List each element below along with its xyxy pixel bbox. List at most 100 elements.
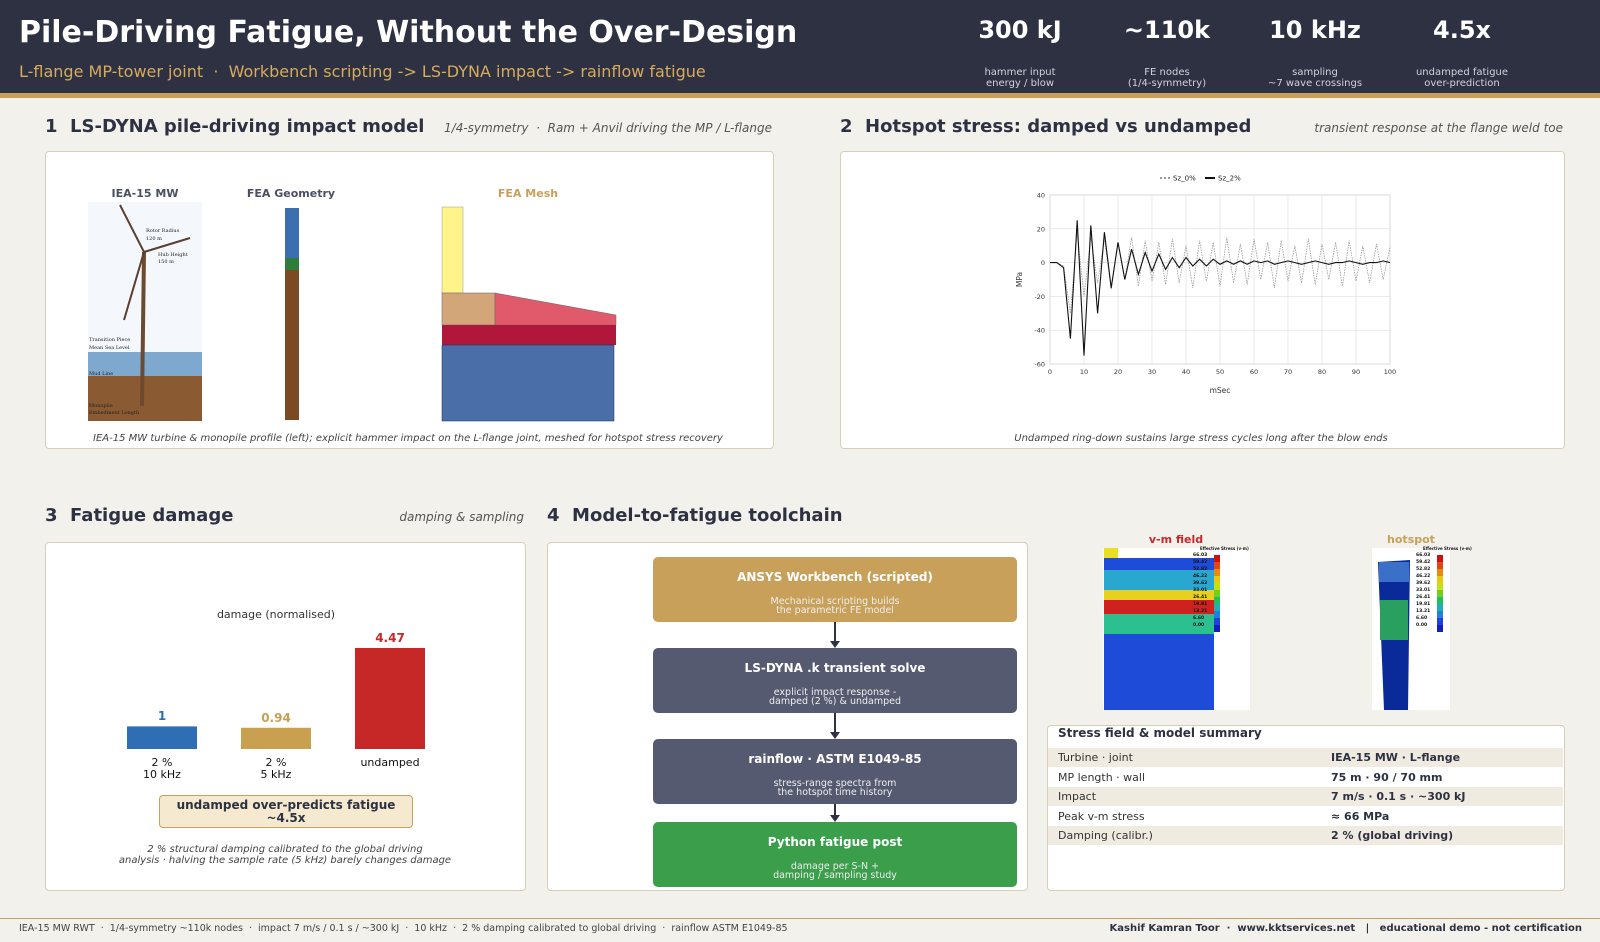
panel-title: 2 Hotspot stress: damped vs undamped — [840, 116, 1252, 137]
x-tick-label: 100 — [1384, 368, 1396, 376]
legend-value: 19.81 — [1416, 602, 1431, 607]
legend-value: 33.01 — [1193, 588, 1208, 593]
panel-title: 3 Fatigue damage — [45, 505, 234, 526]
value-label: 1 — [157, 709, 167, 724]
legend-color — [1437, 583, 1443, 590]
x-tick-label: 0 — [1048, 368, 1052, 376]
step-text: Mechanical scripting builds the parametr… — [770, 596, 900, 617]
step-title: Python fatigue post — [767, 835, 903, 849]
caption: IEA-15 MW turbine & monopile profile (le… — [93, 433, 723, 444]
table-value: 75 m · 90 / 70 mm — [1331, 770, 1443, 784]
kpi-value: 4.5x — [1433, 16, 1491, 44]
legend-value: 19.81 — [1193, 602, 1208, 607]
x-tick-label: 50 — [1216, 368, 1224, 376]
y-tick-label: -40 — [1034, 327, 1045, 335]
panel-subtitle: 1/4-symmetry · Ram + Anvil driving the M… — [444, 121, 772, 135]
panel-title: 4 Model-to-fatigue toolchain — [547, 505, 843, 526]
kpi-value: 10 kHz — [1269, 16, 1361, 44]
flow-step — [653, 648, 1017, 713]
legend-value: 39.62 — [1193, 581, 1208, 586]
table-row-band — [1048, 826, 1563, 845]
kpi-label: undamped fatigue over-prediction — [1415, 67, 1509, 89]
step-title: ANSYS Workbench (scripted) — [737, 570, 933, 584]
legend-label: Sz_2% — [1218, 175, 1241, 183]
table-label: MP length · wall — [1058, 770, 1146, 784]
step-text: stress-range spectra from the hotspot ti… — [773, 778, 897, 799]
legend-value: 6.60 — [1416, 616, 1428, 621]
y-tick-label: -60 — [1034, 361, 1045, 369]
legend-color — [1437, 611, 1443, 618]
legend-value: 46.22 — [1416, 574, 1431, 579]
legend-value: 46.22 — [1193, 574, 1208, 579]
panel-subtitle: damping & sampling — [399, 510, 524, 524]
legend-color — [1437, 590, 1443, 597]
legend-title: Effective Stress (v-m) — [1423, 546, 1472, 551]
turbine-label: Hub Height — [158, 252, 188, 258]
legend-color — [1437, 597, 1443, 604]
legend-value: 26.41 — [1416, 595, 1431, 600]
x-axis-label: mSec — [1210, 386, 1231, 395]
table-value: 7 m/s · 0.1 s · ~300 kJ — [1331, 790, 1466, 803]
turbine-label: Transition Piece — [89, 337, 131, 343]
legend-color — [1214, 604, 1220, 611]
legend-value: 0.00 — [1193, 623, 1205, 628]
series-line — [1050, 232, 1391, 314]
caption: Undamped ring-down sustains large stress… — [1014, 433, 1388, 444]
y-axis-label: MPa — [1015, 272, 1024, 287]
y-tick-label: -20 — [1034, 293, 1045, 301]
fea-geometry — [285, 208, 299, 420]
legend-color — [1437, 625, 1443, 632]
table-row-band — [1048, 787, 1563, 806]
turbine-label: Mud Line — [89, 371, 114, 377]
x-tick-label: 60 — [1250, 368, 1258, 376]
legend-value: 6.60 — [1193, 616, 1205, 621]
title: Pile-Driving Fatigue, Without the Over-D… — [19, 15, 798, 50]
turbine-label: Mean Sea Level — [89, 345, 130, 351]
footer-right: Kashif Kamran Toor · www.kktservices.net… — [1109, 923, 1583, 934]
panel-title: 1 LS-DYNA pile-driving impact model — [45, 116, 425, 137]
header-rule — [0, 93, 1600, 98]
step-title: LS-DYNA .k transient solve — [744, 661, 926, 675]
footer-left: IEA-15 MW RWT · 1/4-symmetry ~110k nodes… — [19, 923, 788, 934]
legend-value: 39.62 — [1416, 581, 1431, 586]
header-bar — [0, 0, 1600, 93]
table-value: IEA-15 MW · L-flange — [1331, 751, 1461, 764]
fea-mesh — [441, 206, 617, 422]
legend-color — [1437, 569, 1443, 576]
table-label: Damping (calibr.) — [1058, 829, 1153, 842]
bar — [127, 726, 197, 749]
kpi-label: sampling ~7 wave crossings — [1267, 67, 1363, 89]
chart-title: damage (normalised) — [216, 608, 336, 621]
legend-color — [1214, 597, 1220, 604]
x-tick-label: 2 % 5 kHz — [260, 756, 292, 781]
y-tick-label: 20 — [1037, 225, 1045, 233]
legend-value: 52.82 — [1193, 567, 1208, 572]
flow-step — [653, 557, 1017, 622]
legend-color — [1214, 583, 1220, 590]
step-title: rainflow · ASTM E1049-85 — [748, 752, 922, 766]
turbine-label: 150 m — [158, 259, 174, 265]
bar — [241, 727, 311, 749]
legend-color — [1437, 555, 1443, 562]
legend-value: 59.42 — [1193, 560, 1208, 565]
turbine-label: Monopile — [89, 403, 113, 409]
footer-rule — [0, 918, 1600, 919]
turbine-label: 120 m — [146, 236, 162, 242]
turbine-label: Embedment Length — [89, 410, 140, 416]
legend-value: 13.21 — [1193, 609, 1208, 614]
legend-color — [1214, 562, 1220, 569]
kpi-label: FE nodes (1/4-symmetry) — [1127, 67, 1207, 89]
caption: 2 % structural damping calibrated to the… — [118, 844, 452, 866]
x-tick-label: undamped — [360, 756, 420, 769]
field-label: hotspot — [1387, 533, 1435, 546]
legend-color — [1214, 618, 1220, 625]
turbine-label: Rotor Radius — [146, 228, 180, 234]
table-label: Turbine · joint — [1058, 751, 1133, 764]
subtitle: L-flange MP-tower joint · Workbench scri… — [19, 62, 706, 81]
flow-step — [653, 739, 1017, 804]
legend-title: Effective Stress (v-m) — [1200, 546, 1249, 551]
legend-label: Sz_0% — [1173, 175, 1196, 183]
x-tick-label: 80 — [1318, 368, 1326, 376]
